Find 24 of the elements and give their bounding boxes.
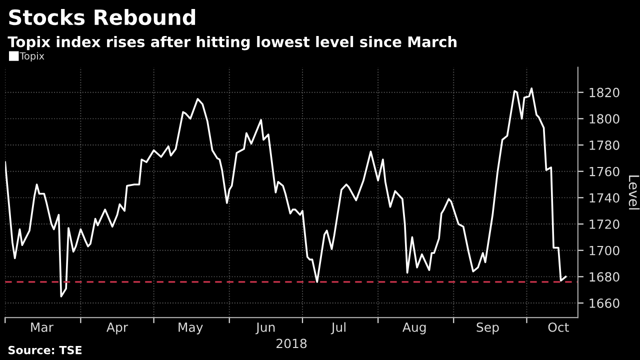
y-tick-label: 1700: [590, 246, 620, 256]
x-axis-title: 2018: [276, 338, 307, 348]
y-tick-label: 1800: [590, 114, 620, 124]
x-tick-label: Aug: [402, 322, 426, 334]
x-tick-label: Mar: [31, 322, 54, 332]
y-tick-label: 1820: [590, 88, 620, 98]
y-tick-label: 1760: [590, 166, 620, 176]
x-tick-label: Sep: [476, 322, 499, 334]
x-tick-label: Oct: [548, 322, 569, 332]
y-axis-title: Level: [628, 175, 640, 210]
y-tick-label: 1720: [590, 219, 620, 229]
legend-label: Topix: [20, 52, 44, 62]
y-tick-label: 1680: [590, 272, 620, 282]
line-series: [5, 87, 567, 298]
y-tick-label: 1660: [590, 298, 620, 308]
chart-title: Stocks Rebound: [9, 9, 196, 26]
chart-subtitle: Topix index rises after hitting lowest level since March: [8, 36, 456, 50]
x-tick-label: May: [178, 322, 203, 334]
x-tick-label: Jun: [256, 322, 275, 334]
y-tick-label: 1740: [590, 193, 620, 203]
x-tick-label: Jul: [330, 322, 346, 334]
y-tick-label: 1780: [590, 140, 620, 150]
source-note: Source: TSE: [8, 346, 82, 354]
x-tick-label: Apr: [106, 322, 128, 334]
